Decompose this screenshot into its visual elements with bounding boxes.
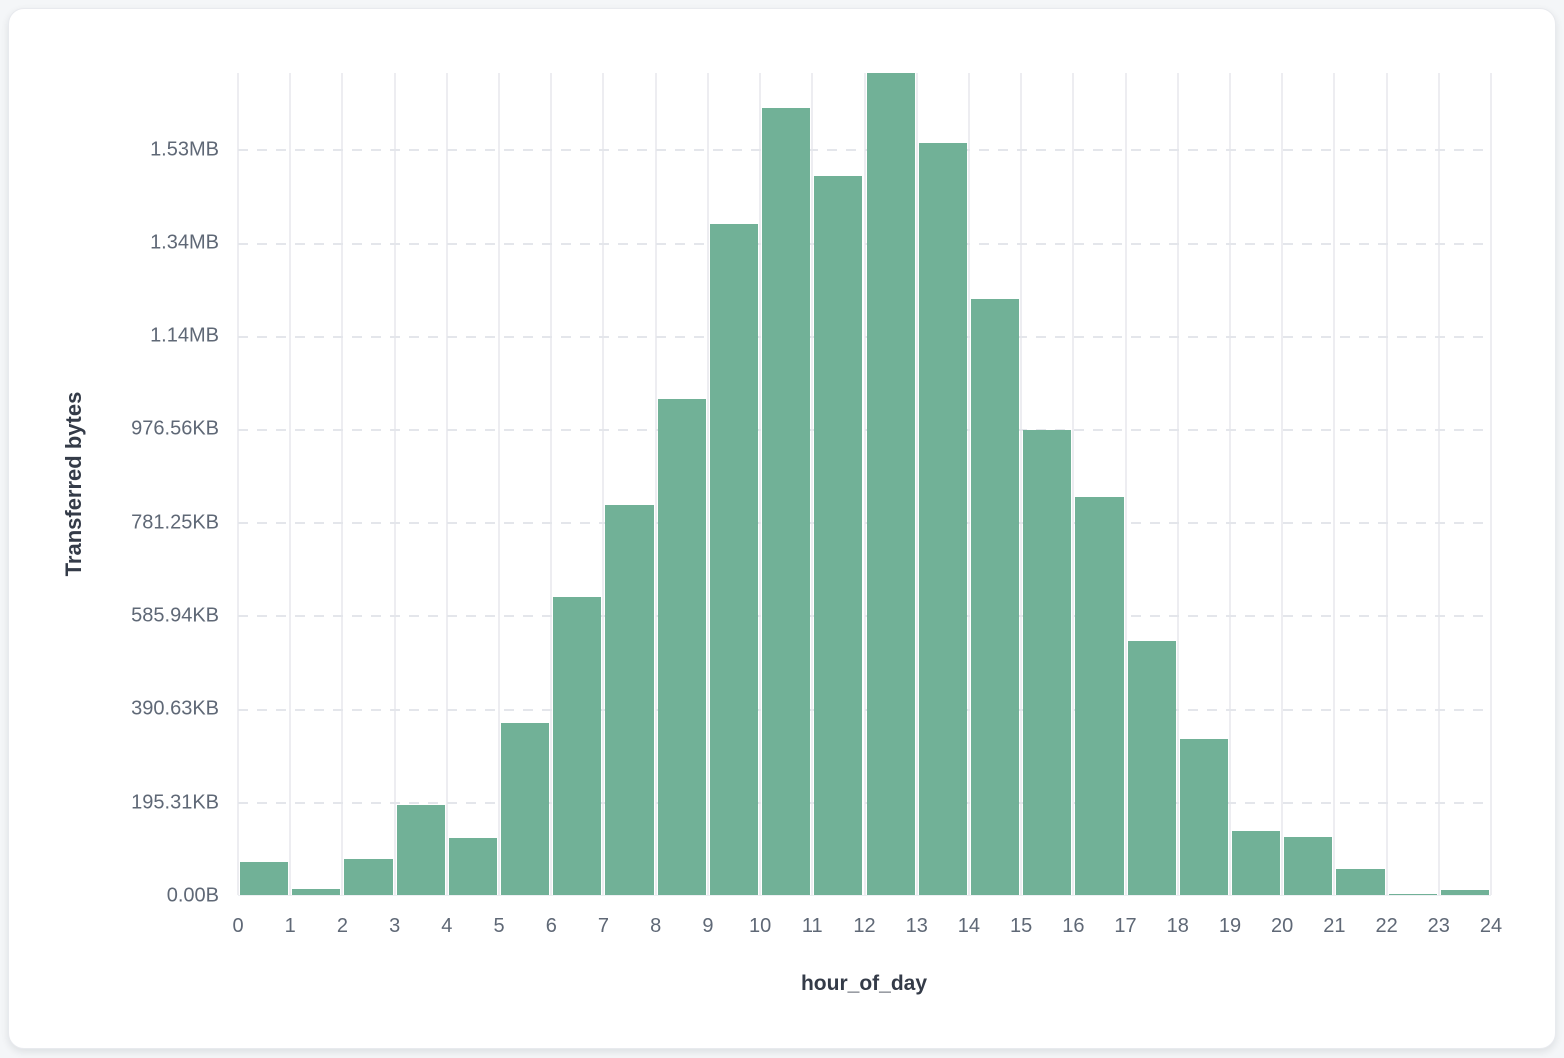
vertical-gridline [759, 73, 762, 895]
x-axis-title: hour_of_day [800, 972, 928, 995]
horizontal-gridline [238, 801, 1491, 804]
vertical-gridline [1228, 73, 1231, 895]
vertical-gridline [811, 73, 814, 895]
x-tick-label: 7 [597, 915, 610, 937]
vertical-gridline [237, 73, 239, 895]
bar-hour-0[interactable] [240, 862, 289, 895]
vertical-gridline [1437, 73, 1440, 895]
x-axis-tick-labels: 0 1 2 3 4 5 6 7 8 9 10 11 12 13 14 15 16 17 18 19 20 21 22 23 24 [232, 912, 1502, 940]
x-tick-label: 3 [389, 915, 401, 937]
bar-hour-20[interactable] [1284, 837, 1333, 895]
x-tick-label: 6 [545, 915, 557, 937]
x-tick-label: 21 [1323, 915, 1346, 937]
vertical-gridline [1385, 73, 1388, 895]
bar-hour-3[interactable] [396, 804, 445, 895]
plot-area [237, 73, 1492, 896]
bar-hour-1[interactable] [292, 888, 341, 895]
x-tick-label: 18 [1166, 915, 1189, 937]
horizontal-gridline [238, 522, 1491, 525]
y-axis-tick-labels: 0.00B 195.31KB 390.63KB 585.94KB 781.25KB 976… [9, 73, 219, 907]
x-tick-label: 23 [1427, 915, 1450, 937]
bar-hour-4[interactable] [448, 837, 498, 895]
horizontal-gridline [238, 615, 1491, 618]
bar-hour-16[interactable] [1075, 496, 1124, 895]
vertical-gridline [341, 73, 344, 895]
vertical-gridline [654, 73, 657, 895]
bar-hour-15[interactable] [1023, 430, 1072, 895]
bar-hour-17[interactable] [1127, 641, 1176, 895]
bar-hour-8[interactable] [657, 398, 706, 895]
x-tick-label: 1 [284, 915, 296, 937]
vertical-gridline [706, 73, 709, 895]
bar-hour-5[interactable] [501, 723, 550, 895]
x-tick-label: 19 [1218, 915, 1242, 937]
vertical-gridline [915, 73, 918, 895]
y-axis-title: Transferred bytes [61, 391, 86, 577]
bar-hour-7[interactable] [605, 505, 654, 895]
y-tick-label: 195.31KB [131, 791, 219, 814]
x-tick-label: 12 [853, 915, 876, 937]
vertical-gridline [863, 73, 866, 895]
y-tick-label: 1.34MB [150, 231, 219, 254]
x-tick-label: 16 [1062, 915, 1085, 937]
horizontal-gridline [238, 708, 1491, 711]
x-tick-label: 9 [702, 915, 714, 937]
bar-hour-22[interactable] [1388, 893, 1437, 895]
bar-hour-21[interactable] [1336, 868, 1385, 895]
horizontal-gridline [238, 149, 1491, 152]
x-tick-label: 24 [1479, 915, 1503, 937]
bar-hour-6[interactable] [553, 597, 602, 895]
chart-card: 0.00B 195.31KB 390.63KB 585.94KB 781.25KB 976… [8, 8, 1556, 1049]
y-tick-label: 1.53MB [150, 138, 219, 160]
bar-hour-10[interactable] [762, 108, 811, 895]
horizontal-gridline [238, 242, 1491, 245]
vertical-gridline [967, 73, 970, 895]
bar-hour-11[interactable] [814, 176, 863, 895]
vertical-gridline [445, 73, 448, 895]
x-tick-label: 22 [1375, 915, 1398, 937]
bar-hour-13[interactable] [918, 142, 967, 895]
vertical-gridline [289, 73, 292, 895]
vertical-gridline [498, 73, 501, 895]
y-tick-label: 585.94KB [131, 604, 219, 627]
y-tick-label: 0.00B [166, 884, 219, 907]
x-tick-label: 13 [905, 915, 928, 937]
x-tick-label: 2 [336, 915, 348, 937]
vertical-gridline [602, 73, 605, 895]
x-tick-label: 20 [1271, 915, 1294, 937]
x-tick-label: 4 [441, 915, 453, 937]
bar-hour-19[interactable] [1231, 831, 1281, 895]
vertical-gridline [393, 73, 396, 895]
bar-hour-9[interactable] [709, 223, 759, 895]
x-tick-label: 8 [650, 915, 662, 937]
vertical-gridline [1176, 73, 1179, 895]
bar-hour-2[interactable] [344, 859, 393, 895]
vertical-gridline [1333, 73, 1336, 895]
vertical-gridline [1124, 73, 1127, 895]
bar-hour-23[interactable] [1440, 889, 1489, 895]
bar-hour-12[interactable] [866, 73, 915, 895]
vertical-gridline [550, 73, 553, 895]
vertical-gridline [1281, 73, 1284, 895]
x-tick-label: 5 [493, 915, 505, 937]
x-tick-label: 10 [748, 915, 772, 937]
horizontal-gridline [238, 335, 1491, 338]
x-tick-label: 0 [232, 915, 244, 937]
y-tick-label: 390.63KB [131, 697, 219, 720]
x-tick-label: 15 [1010, 915, 1033, 937]
bar-hour-14[interactable] [970, 298, 1020, 895]
y-tick-label: 976.56KB [131, 417, 219, 440]
x-tick-label: 17 [1114, 915, 1137, 937]
bar-hour-18[interactable] [1179, 739, 1228, 895]
x-tick-label: 14 [957, 915, 981, 937]
vertical-gridline [1490, 73, 1492, 895]
vertical-gridline [1072, 73, 1075, 895]
y-tick-label: 1.14MB [150, 324, 219, 347]
vertical-gridline [1020, 73, 1023, 895]
y-tick-label: 781.25KB [131, 511, 219, 534]
horizontal-gridline [238, 429, 1491, 431]
x-tick-label: 11 [801, 915, 823, 937]
